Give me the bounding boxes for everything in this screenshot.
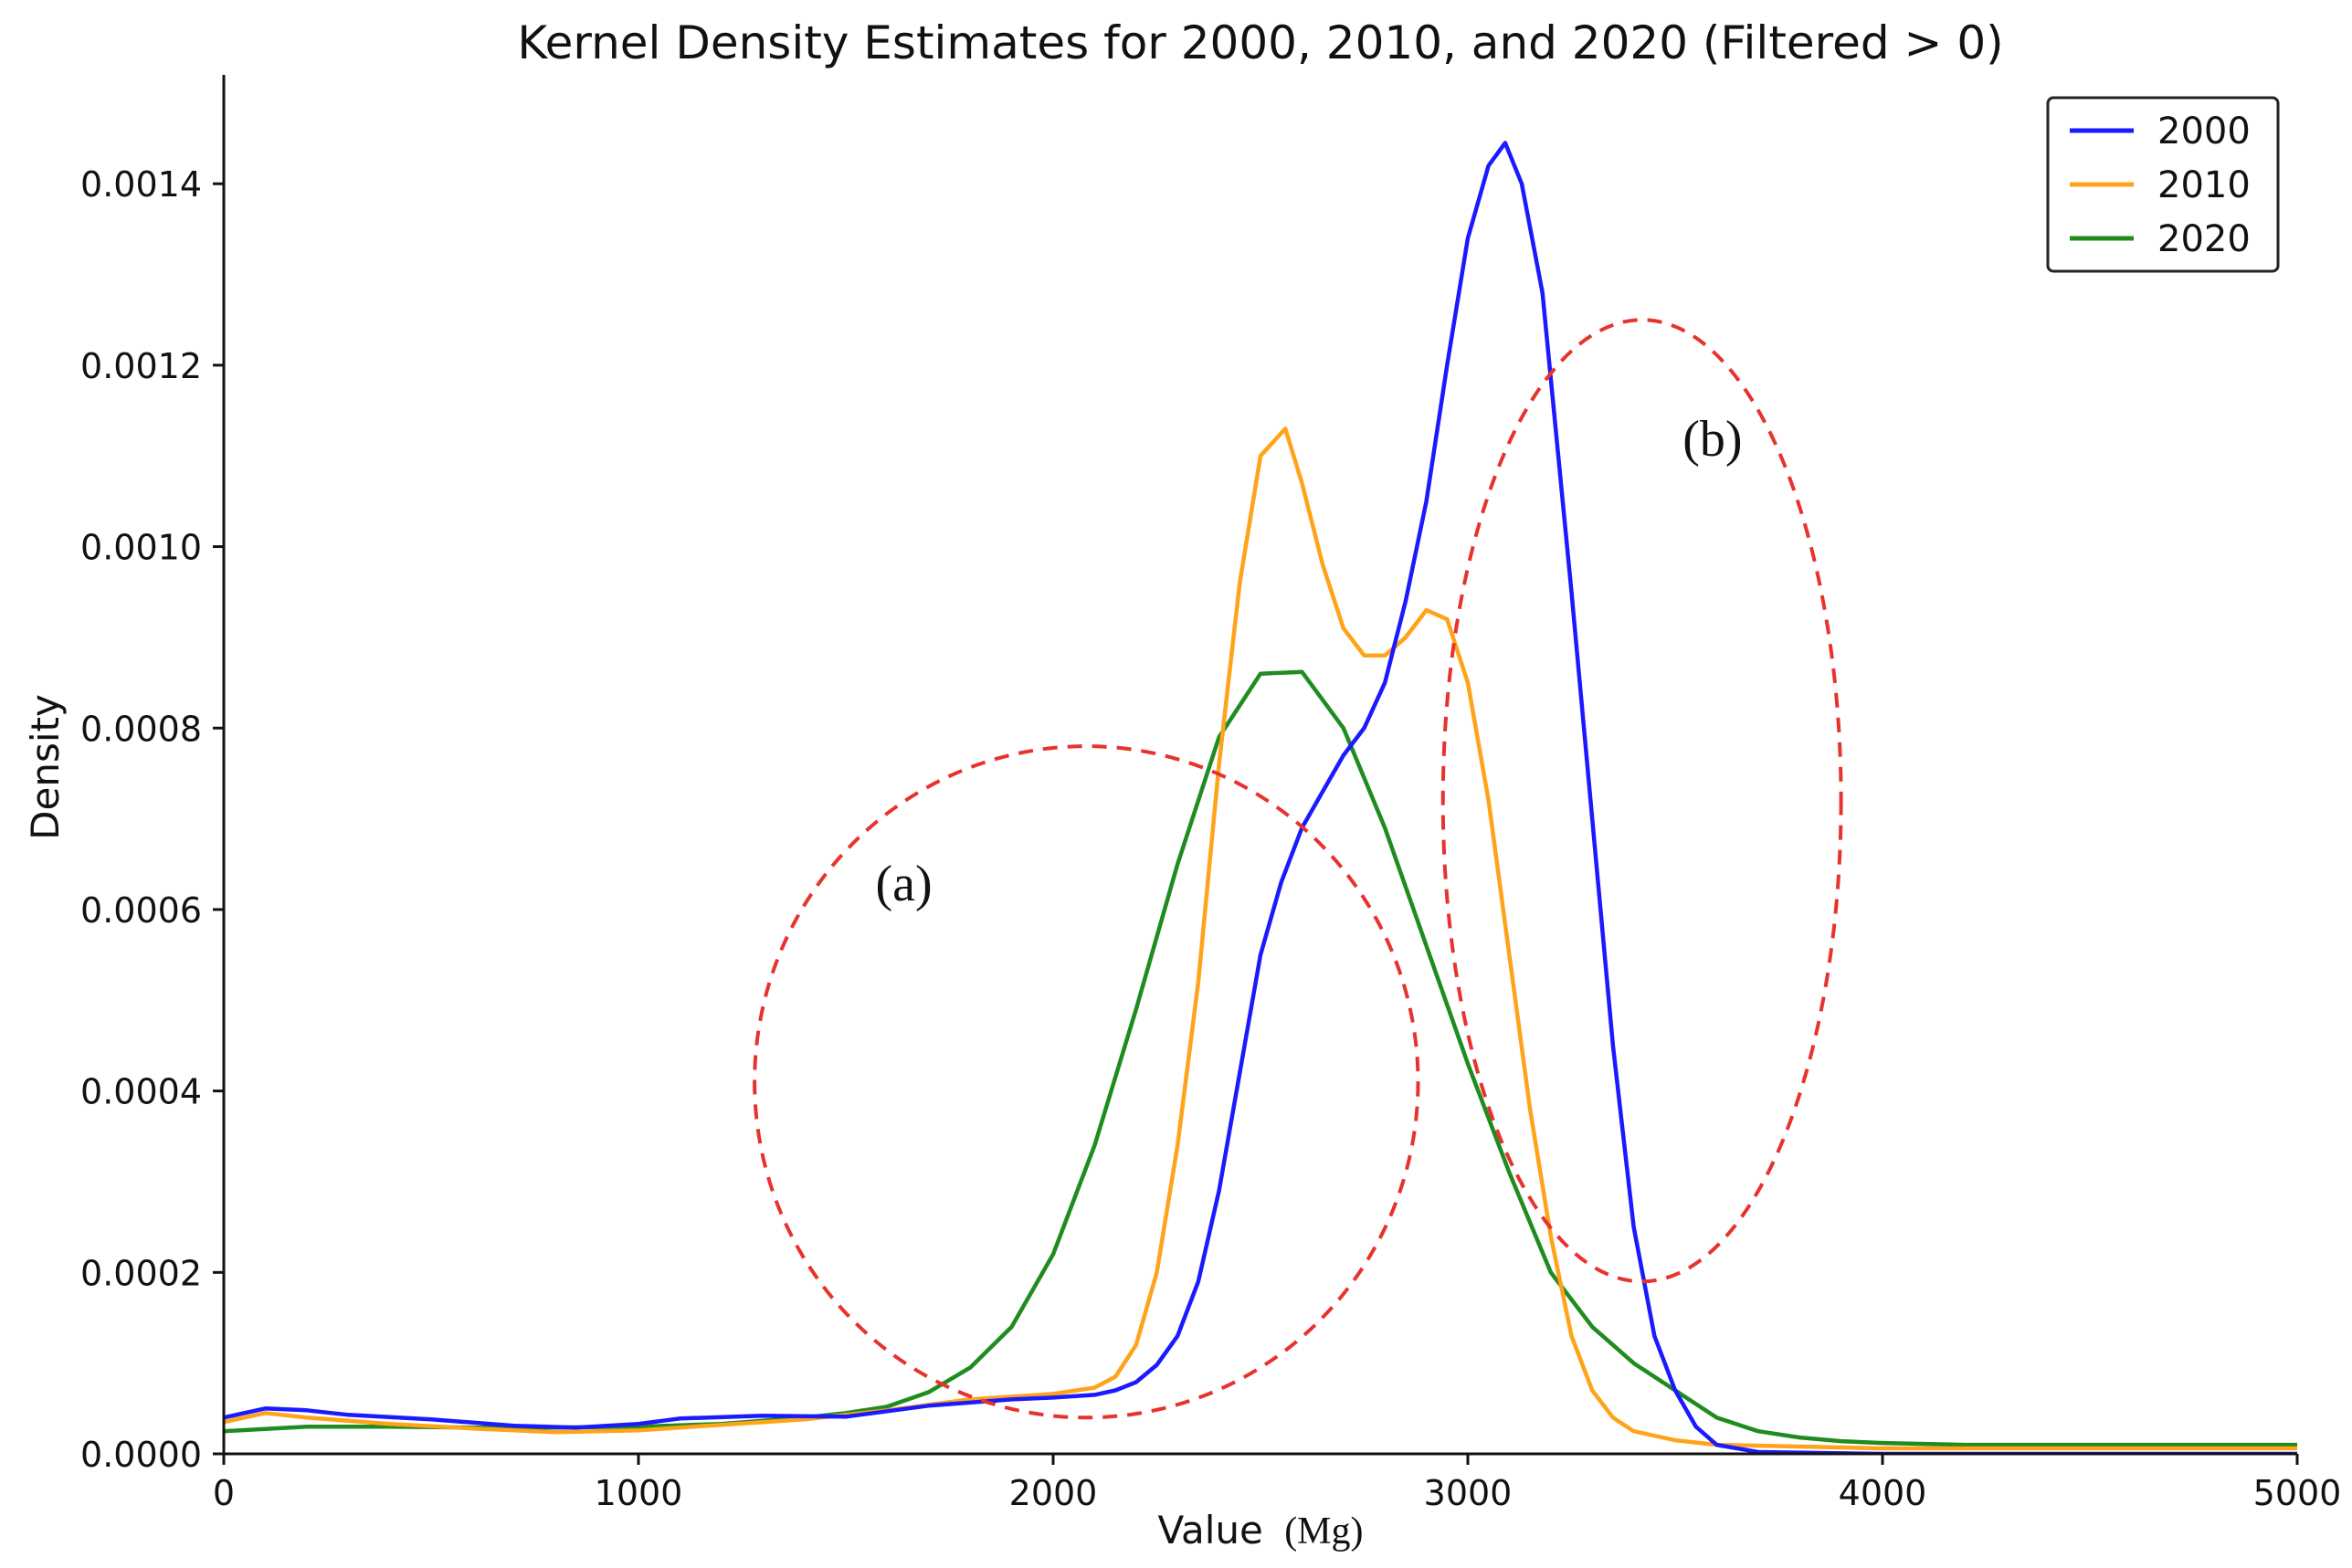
y-tick-label: 0.0002 <box>80 1253 202 1293</box>
x-tick-label: 1000 <box>595 1473 683 1513</box>
y-tick-label: 0.0010 <box>80 528 202 568</box>
annotation-label: (b) <box>1682 411 1742 468</box>
x-tick-label: 4000 <box>1839 1473 1927 1513</box>
y-tick-label: 0.0004 <box>80 1072 202 1112</box>
y-tick-label: 0.0008 <box>80 709 202 749</box>
x-axis-unit: (Mg) <box>1284 1510 1363 1552</box>
legend-label: 2020 <box>2157 218 2251 260</box>
x-tick-label: 2000 <box>1009 1473 1098 1513</box>
y-axis-label: Density <box>23 694 68 840</box>
legend-label: 2010 <box>2157 164 2251 206</box>
x-tick-label: 0 <box>213 1473 235 1513</box>
annotations: (a) (b) <box>753 318 1843 1420</box>
x-axis-label-group: Value (Mg) <box>1157 1508 1363 1552</box>
x-axis-label: Value <box>1157 1508 1262 1552</box>
series-lines <box>224 141 2297 1454</box>
series-line-2010 <box>224 426 2297 1451</box>
x-tick-label: 5000 <box>2253 1473 2342 1513</box>
annotation-label: (a) <box>875 856 932 912</box>
legend-box <box>2046 96 2280 273</box>
annotation-ellipse <box>753 744 1420 1420</box>
y-tick-label: 0.0014 <box>80 164 202 205</box>
chart-title: Kernel Density Estimates for 2000, 2010,… <box>517 16 2003 69</box>
legend: 2000 2010 2020 <box>2046 96 2280 273</box>
y-axis-ticks: 0.0000 0.0002 0.0004 0.0006 0.0008 0.0010 0.00… <box>80 164 224 1475</box>
x-tick-label: 3000 <box>1424 1473 1513 1513</box>
series-line-2020 <box>224 669 2297 1447</box>
y-tick-label: 0.0006 <box>80 890 202 931</box>
y-tick-label: 0.0012 <box>80 346 202 386</box>
x-axis-ticks: 0 1000 2000 3000 4000 5000 <box>213 1454 2341 1513</box>
annotation-ellipse <box>1440 318 1843 1284</box>
series-line-2000 <box>224 141 2297 1454</box>
y-tick-label: 0.0000 <box>80 1435 202 1475</box>
legend-label: 2000 <box>2157 110 2251 153</box>
